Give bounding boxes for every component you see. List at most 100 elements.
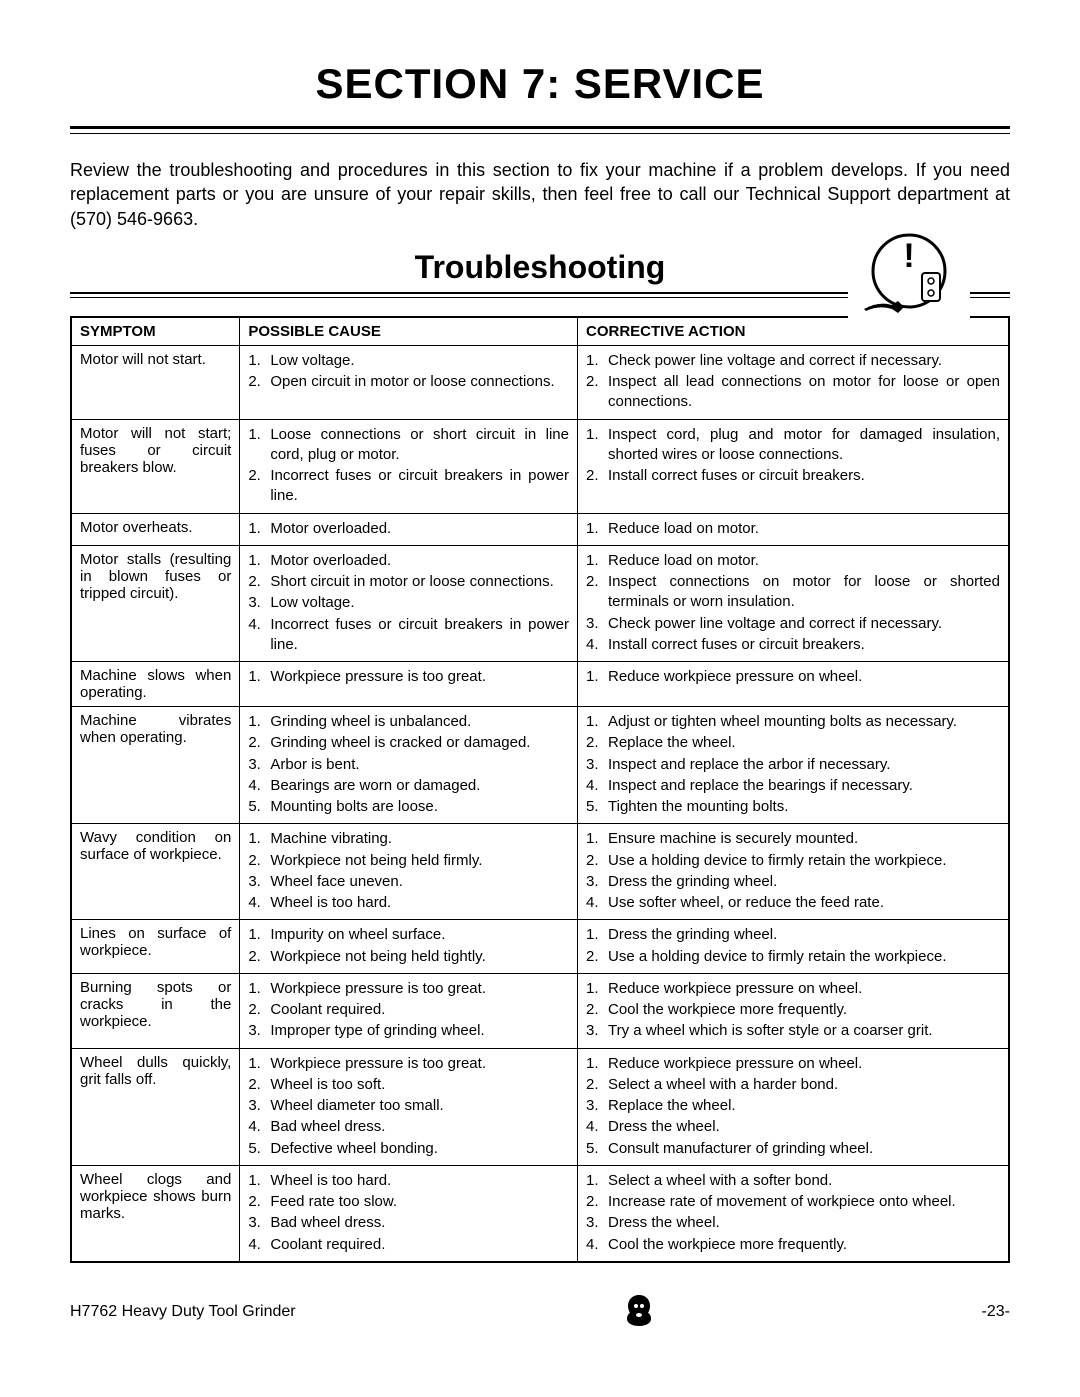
- action-cell: Reduce load on motor.Inspect connections…: [578, 545, 1010, 661]
- table-row: Wheel clogs and workpiece shows burn mar…: [71, 1165, 1009, 1262]
- symptom-cell: Wavy condition on surface of workpiece.: [71, 824, 240, 920]
- cause-item: Low voltage.: [248, 351, 569, 371]
- action-item: Select a wheel with a harder bond.: [586, 1075, 1000, 1095]
- cause-item: Short circuit in motor or loose connecti…: [248, 572, 569, 592]
- unplug-warning-icon: !: [848, 231, 970, 326]
- action-item: Select a wheel with a softer bond.: [586, 1171, 1000, 1191]
- action-cell: Reduce workpiece pressure on wheel.Cool …: [578, 973, 1010, 1048]
- cause-item: Low voltage.: [248, 593, 569, 613]
- action-item: Adjust or tighten wheel mounting bolts a…: [586, 712, 1000, 732]
- action-cell: Dress the grinding wheel.Use a holding d…: [578, 920, 1010, 974]
- action-item: Ensure machine is securely mounted.: [586, 829, 1000, 849]
- cause-cell: Motor overloaded.: [240, 513, 578, 545]
- symptom-cell: Machine vibrates when operating.: [71, 707, 240, 824]
- cause-item: Mounting bolts are loose.: [248, 797, 569, 817]
- cause-item: Grinding wheel is unbalanced.: [248, 712, 569, 732]
- cause-item: Coolant required.: [248, 1235, 569, 1255]
- symptom-cell: Wheel clogs and workpiece shows burn mar…: [71, 1165, 240, 1262]
- table-row: Machine slows when operating.Workpiece p…: [71, 662, 1009, 707]
- cause-item: Wheel is too soft.: [248, 1075, 569, 1095]
- cause-item: Workpiece not being held firmly.: [248, 851, 569, 871]
- action-cell: Inspect cord, plug and motor for damaged…: [578, 419, 1010, 513]
- action-item: Inspect and replace the bearings if nece…: [586, 776, 1000, 796]
- action-item: Use a holding device to firmly retain th…: [586, 851, 1000, 871]
- action-item: Inspect connections on motor for loose o…: [586, 572, 1000, 613]
- action-item: Use softer wheel, or reduce the feed rat…: [586, 893, 1000, 913]
- cause-item: Workpiece not being held tightly.: [248, 947, 569, 967]
- action-item: Try a wheel which is softer style or a c…: [586, 1021, 1000, 1041]
- table-row: Motor will not start.Low voltage.Open ci…: [71, 345, 1009, 419]
- symptom-cell: Motor will not start.: [71, 345, 240, 419]
- action-item: Check power line voltage and correct if …: [586, 351, 1000, 371]
- cause-item: Arbor is bent.: [248, 755, 569, 775]
- col-cause: POSSIBLE CAUSE: [240, 317, 578, 346]
- footer-right: -23-: [982, 1303, 1010, 1321]
- action-item: Reduce workpiece pressure on wheel.: [586, 1054, 1000, 1074]
- cause-item: Defective wheel bonding.: [248, 1139, 569, 1159]
- action-item: Dress the grinding wheel.: [586, 925, 1000, 945]
- page-footer: H7762 Heavy Duty Tool Grinder -23-: [70, 1293, 1010, 1332]
- table-row: Lines on surface of workpiece.Impurity o…: [71, 920, 1009, 974]
- subhead-row: Troubleshooting !: [70, 249, 1010, 298]
- action-item: Tighten the mounting bolts.: [586, 797, 1000, 817]
- cause-cell: Workpiece pressure is too great.Wheel is…: [240, 1048, 578, 1165]
- section-rule: [70, 126, 1010, 134]
- action-cell: Reduce load on motor.: [578, 513, 1010, 545]
- cause-cell: Impurity on wheel surface.Workpiece not …: [240, 920, 578, 974]
- action-cell: Check power line voltage and correct if …: [578, 345, 1010, 419]
- action-item: Dress the grinding wheel.: [586, 872, 1000, 892]
- symptom-cell: Wheel dulls quickly, grit falls off.: [71, 1048, 240, 1165]
- action-item: Dress the wheel.: [586, 1213, 1000, 1233]
- action-item: Replace the wheel.: [586, 733, 1000, 753]
- cause-item: Feed rate too slow.: [248, 1192, 569, 1212]
- section-title: SECTION 7: SERVICE: [70, 60, 1010, 108]
- cause-item: Incorrect fuses or circuit breakers in p…: [248, 466, 569, 507]
- cause-item: Motor overloaded.: [248, 551, 569, 571]
- intro-paragraph: Review the troubleshooting and procedure…: [70, 158, 1010, 231]
- action-item: Consult manufacturer of grinding wheel.: [586, 1139, 1000, 1159]
- col-symptom: SYMPTOM: [71, 317, 240, 346]
- action-item: Inspect all lead connections on motor fo…: [586, 372, 1000, 413]
- cause-item: Workpiece pressure is too great.: [248, 979, 569, 999]
- cause-item: Bearings are worn or damaged.: [248, 776, 569, 796]
- table-row: Motor will not start; fuses or circuit b…: [71, 419, 1009, 513]
- cause-cell: Machine vibrating.Workpiece not being he…: [240, 824, 578, 920]
- cause-item: Bad wheel dress.: [248, 1213, 569, 1233]
- cause-cell: Loose connections or short circuit in li…: [240, 419, 578, 513]
- footer-logo: [296, 1293, 982, 1332]
- cause-item: Wheel face uneven.: [248, 872, 569, 892]
- cause-item: Coolant required.: [248, 1000, 569, 1020]
- action-item: Install correct fuses or circuit breaker…: [586, 466, 1000, 486]
- footer-left: H7762 Heavy Duty Tool Grinder: [70, 1303, 296, 1321]
- table-row: Machine vibrates when operating.Grinding…: [71, 707, 1009, 824]
- action-item: Reduce load on motor.: [586, 551, 1000, 571]
- action-cell: Ensure machine is securely mounted.Use a…: [578, 824, 1010, 920]
- cause-cell: Workpiece pressure is too great.Coolant …: [240, 973, 578, 1048]
- action-cell: Reduce workpiece pressure on wheel.: [578, 662, 1010, 707]
- symptom-cell: Motor stalls (resulting in blown fuses o…: [71, 545, 240, 661]
- cause-item: Grinding wheel is cracked or damaged.: [248, 733, 569, 753]
- cause-item: Open circuit in motor or loose connectio…: [248, 372, 569, 392]
- table-row: Burning spots or cracks in the workpiece…: [71, 973, 1009, 1048]
- action-item: Dress the wheel.: [586, 1117, 1000, 1137]
- action-item: Inspect and replace the arbor if necessa…: [586, 755, 1000, 775]
- action-item: Increase rate of movement of workpiece o…: [586, 1192, 1000, 1212]
- action-cell: Reduce workpiece pressure on wheel.Selec…: [578, 1048, 1010, 1165]
- cause-item: Wheel is too hard.: [248, 893, 569, 913]
- cause-cell: Wheel is too hard.Feed rate too slow.Bad…: [240, 1165, 578, 1262]
- table-row: Motor overheats.Motor overloaded.Reduce …: [71, 513, 1009, 545]
- symptom-cell: Motor overheats.: [71, 513, 240, 545]
- action-item: Use a holding device to firmly retain th…: [586, 947, 1000, 967]
- symptom-cell: Motor will not start; fuses or circuit b…: [71, 419, 240, 513]
- action-item: Cool the workpiece more frequently.: [586, 1000, 1000, 1020]
- action-item: Replace the wheel.: [586, 1096, 1000, 1116]
- table-row: Motor stalls (resulting in blown fuses o…: [71, 545, 1009, 661]
- cause-item: Loose connections or short circuit in li…: [248, 425, 569, 466]
- cause-cell: Workpiece pressure is too great.: [240, 662, 578, 707]
- svg-text:!: !: [903, 237, 914, 275]
- cause-item: Workpiece pressure is too great.: [248, 1054, 569, 1074]
- cause-cell: Low voltage.Open circuit in motor or loo…: [240, 345, 578, 419]
- cause-item: Wheel is too hard.: [248, 1171, 569, 1191]
- symptom-cell: Lines on surface of workpiece.: [71, 920, 240, 974]
- cause-cell: Grinding wheel is unbalanced.Grinding wh…: [240, 707, 578, 824]
